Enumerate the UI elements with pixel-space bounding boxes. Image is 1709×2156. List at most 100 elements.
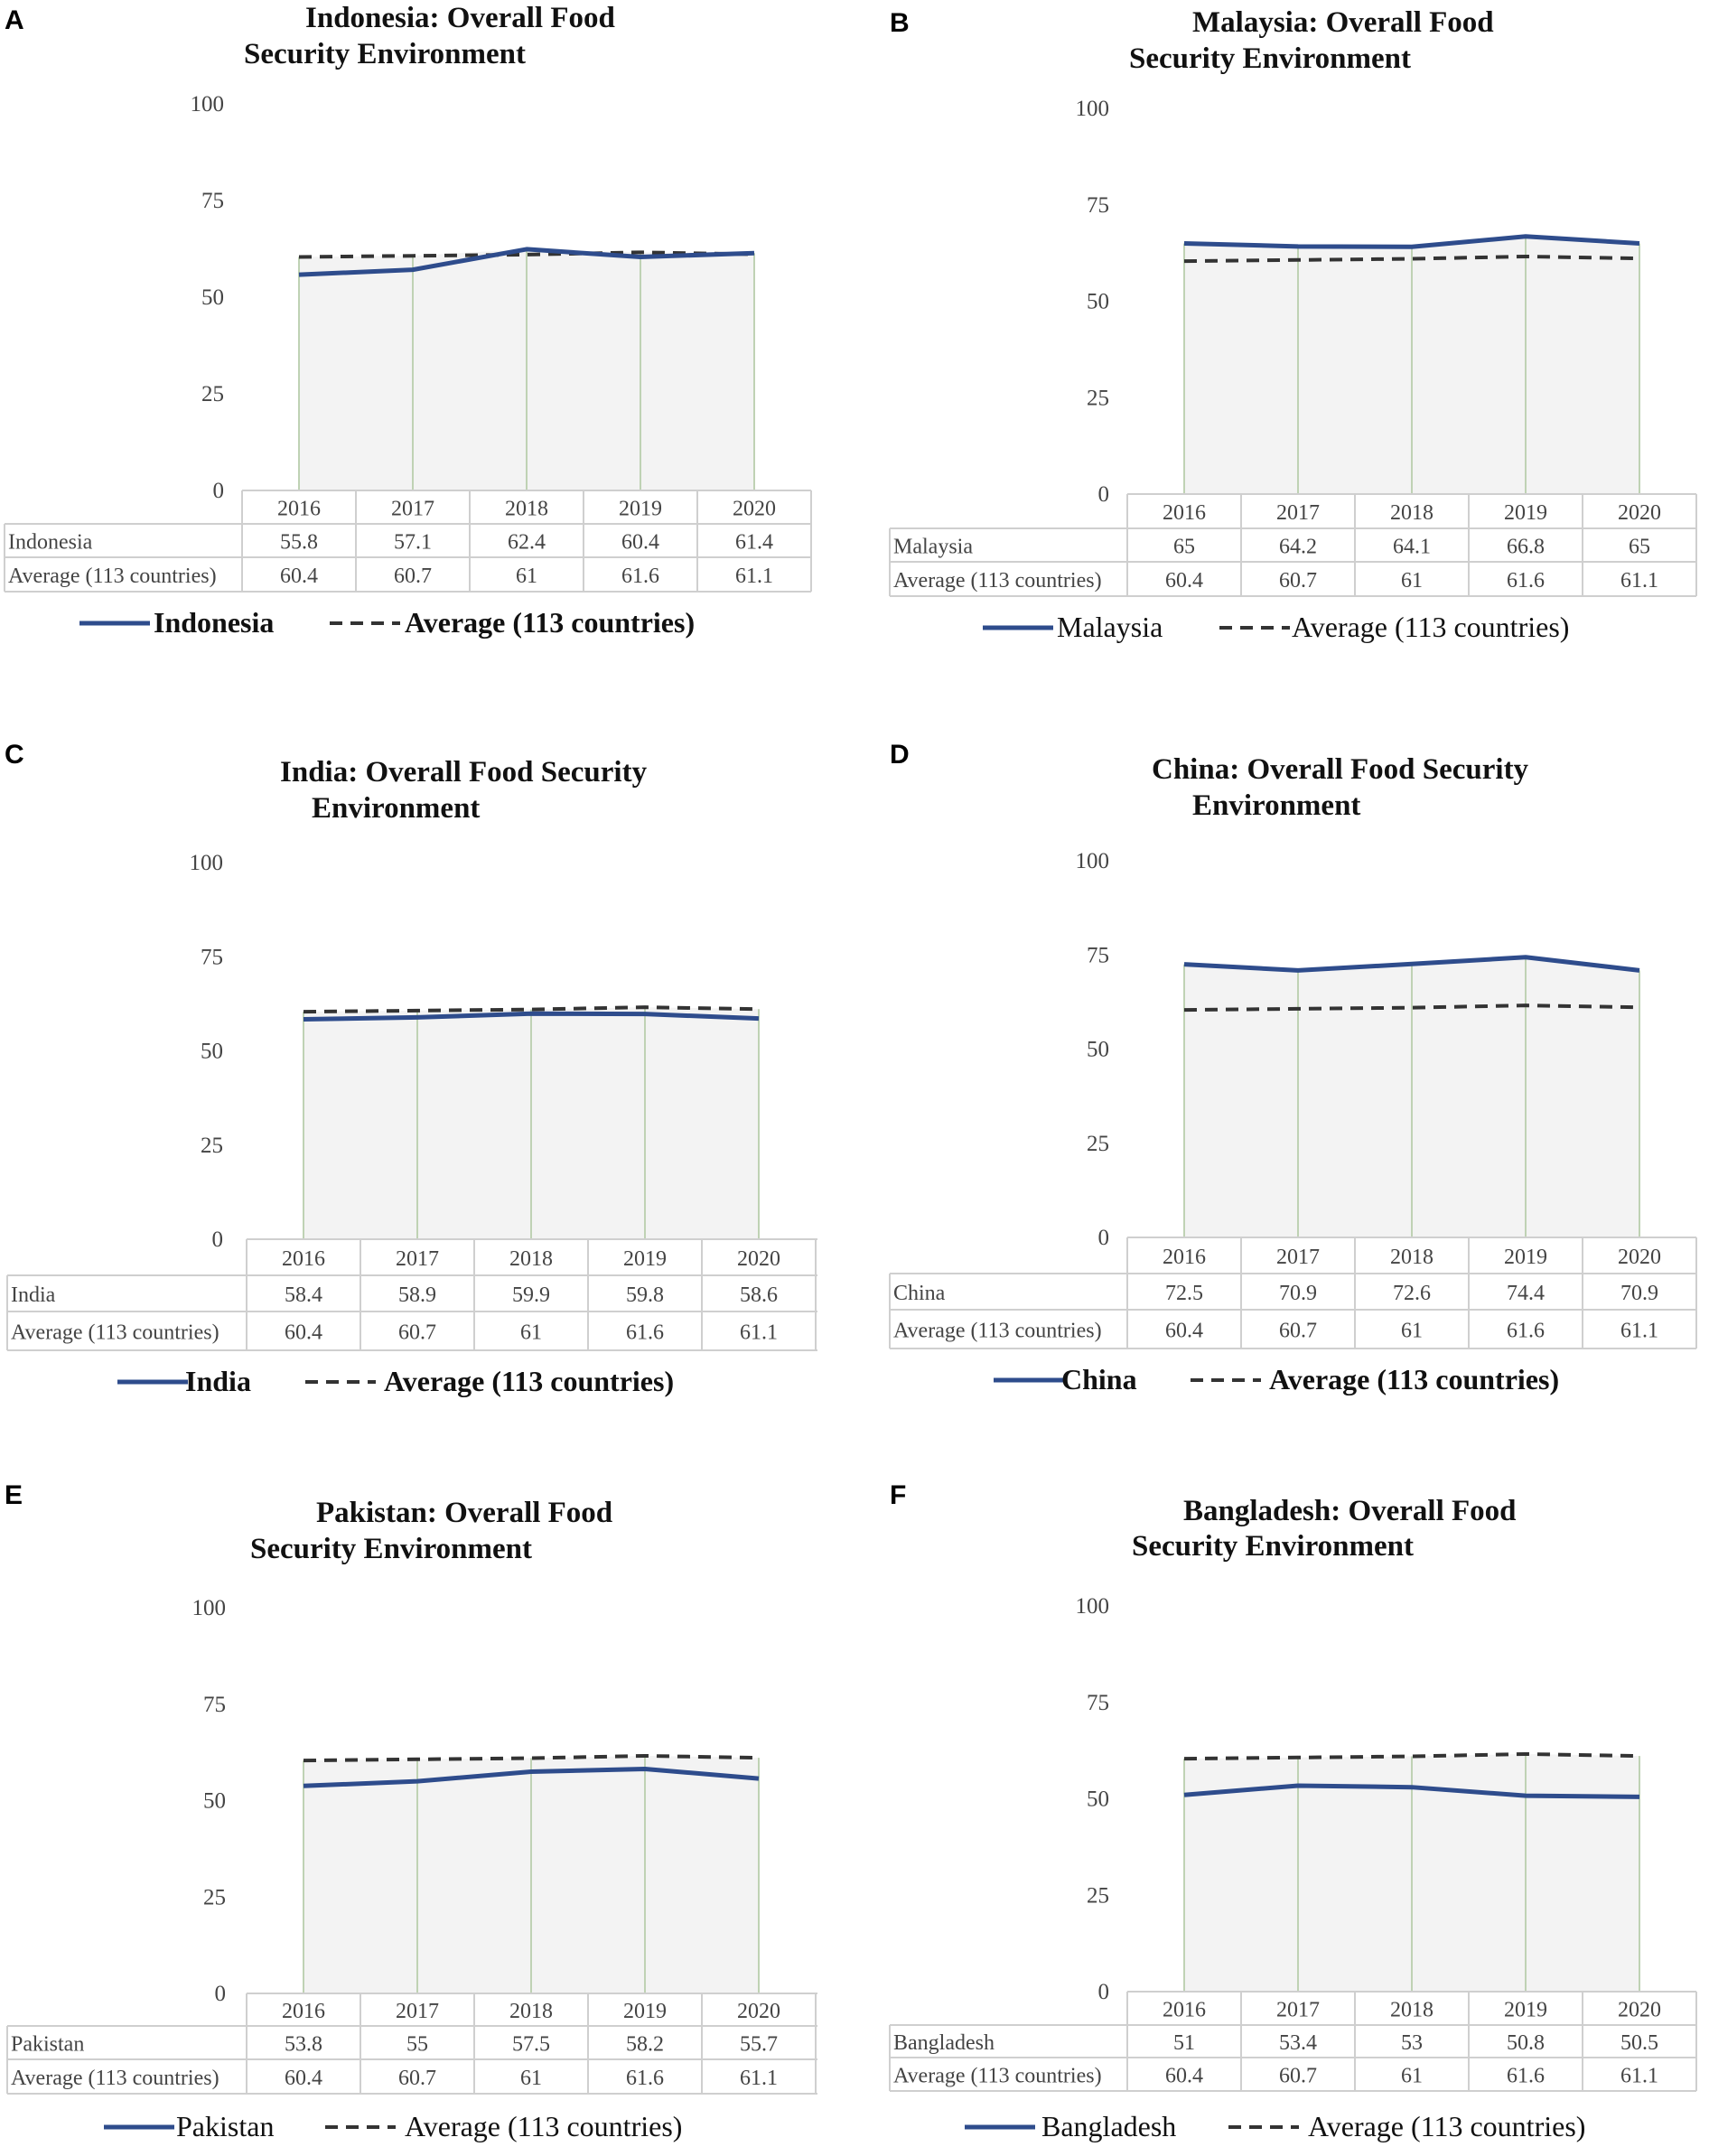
chart-title-line: Pakistan: Overall Food <box>316 1497 612 1529</box>
data-label: 65 <box>1173 536 1195 559</box>
y-tick-label: 50 <box>1087 290 1109 314</box>
y-tick-label: 0 <box>1098 482 1110 507</box>
y-tick-label: 50 <box>1087 1038 1109 1062</box>
data-label: 60.4 <box>1165 2065 1203 2088</box>
data-label: 60.4 <box>621 531 659 555</box>
chart-title-line: China: Overall Food Security <box>1152 753 1529 786</box>
data-label: 61.1 <box>735 565 773 588</box>
x-tick-label: 2017 <box>1276 501 1320 525</box>
panel-letter: B <box>890 8 910 38</box>
legend: India Average (113 countries) <box>117 1365 674 1397</box>
x-tick-label: 2019 <box>623 2000 667 2023</box>
data-label: 70.9 <box>1620 1282 1658 1305</box>
x-tick-label: 2016 <box>1163 1246 1206 1269</box>
data-label: 59.8 <box>626 1283 664 1307</box>
legend-label-average: Average (113 countries) <box>405 606 695 639</box>
data-label: 55.7 <box>740 2033 778 2057</box>
data-label: 61.1 <box>740 2067 778 2090</box>
legend-label-country: Malaysia <box>1057 611 1163 643</box>
y-tick-label: 0 <box>215 1982 227 2006</box>
data-table: 2016 2017 2018 2019 2020 Malaysia 65 64.2 64.1 66… <box>889 493 1697 597</box>
table-row-head: Indonesia <box>8 531 93 555</box>
table-row-head: Average (113 countries) <box>8 565 217 588</box>
legend-label-country: India <box>185 1365 251 1397</box>
y-tick-label: 25 <box>1087 1883 1109 1908</box>
panel-letter: E <box>5 1480 23 1510</box>
y-tick-label: 75 <box>203 1693 226 1717</box>
panel-letter: D <box>890 740 910 770</box>
x-tick-label: 2016 <box>282 2000 325 2023</box>
data-label: 53.8 <box>285 2033 322 2057</box>
y-tick-label: 75 <box>201 945 223 969</box>
panel-c: C India: Overall Food SecurityEnvironment… <box>5 740 817 1397</box>
x-tick-label: 2019 <box>623 1247 667 1271</box>
x-tick-label: 2019 <box>1504 1999 1547 2022</box>
legend-label-average: Average (113 countries) <box>1269 1363 1559 1395</box>
chart-title-line: Security Environment <box>1132 1530 1414 1563</box>
data-label: 51 <box>1173 2031 1195 2055</box>
x-tick-label: 2020 <box>737 2000 780 2023</box>
data-label: 61 <box>516 565 537 588</box>
y-tick-label: 50 <box>203 1789 226 1814</box>
y-tick-label: 100 <box>190 851 224 875</box>
data-label: 58.2 <box>626 2033 664 2057</box>
series-line-country <box>1183 234 1640 249</box>
data-label: 72.5 <box>1165 1282 1203 1305</box>
x-tick-label: 2018 <box>509 1247 553 1271</box>
data-label: 61.6 <box>1507 2065 1545 2088</box>
series-line-average <box>1183 1003 1640 1013</box>
x-tick-label: 2018 <box>1390 1246 1434 1269</box>
data-label: 53.4 <box>1279 2031 1317 2055</box>
chart-title-line: Bangladesh: Overall Food <box>1183 1495 1517 1527</box>
data-label: 59.9 <box>512 1283 550 1307</box>
legend-label-average: Average (113 countries) <box>1308 2110 1585 2142</box>
data-label: 60.4 <box>285 2067 322 2090</box>
data-label: 60.4 <box>1165 569 1203 593</box>
x-tick-label: 2016 <box>277 498 321 521</box>
data-label: 62.4 <box>508 531 546 555</box>
chart-title-line: Security Environment <box>250 1533 532 1565</box>
data-label: 61.4 <box>735 531 773 555</box>
data-label: 65 <box>1629 536 1650 559</box>
table-row-head: Pakistan <box>11 2033 84 2057</box>
y-tick-label: 50 <box>201 285 224 310</box>
data-label: 66.8 <box>1507 536 1545 559</box>
y-tick-label: 100 <box>191 92 225 117</box>
data-label: 60.7 <box>394 565 432 588</box>
data-label: 53 <box>1401 2031 1423 2055</box>
table-row-head: Average (113 countries) <box>893 1320 1102 1343</box>
legend-label-country: Bangladesh <box>1041 2110 1176 2142</box>
data-label: 57.1 <box>394 531 432 555</box>
data-label: 61.6 <box>1507 569 1545 593</box>
data-label: 61 <box>1401 1320 1423 1343</box>
chart-title-line: Malaysia: Overall Food <box>1192 6 1494 39</box>
data-table: 2016 2017 2018 2019 2020 Pakistan 53.8 55 57.5 58… <box>6 1993 817 2095</box>
y-tick-label: 75 <box>1087 943 1109 967</box>
data-label: 61 <box>520 1321 542 1345</box>
panel-letter: A <box>5 5 24 35</box>
data-label: 50.8 <box>1507 2031 1545 2055</box>
y-tick-label: 100 <box>192 1596 227 1620</box>
data-table: 2016 2017 2018 2019 2020 China 72.5 70.9 72.6 74.… <box>889 1237 1697 1349</box>
y-tick-label: 50 <box>201 1040 223 1064</box>
y-tick-label: 25 <box>201 1134 223 1158</box>
legend-label-country: Indonesia <box>154 606 274 639</box>
data-label: 70.9 <box>1279 1282 1317 1305</box>
legend-label-average: Average (113 countries) <box>1292 611 1569 643</box>
data-label: 74.4 <box>1507 1282 1545 1305</box>
data-label: 58.6 <box>740 1283 778 1307</box>
y-tick-label: 50 <box>1087 1787 1109 1812</box>
x-tick-label: 2018 <box>1390 1999 1434 2022</box>
table-row-head: Average (113 countries) <box>11 1321 219 1345</box>
x-tick-label: 2020 <box>733 498 776 521</box>
y-tick-label: 75 <box>201 189 224 213</box>
panel-d: D China: Overall Food SecurityEnvironment… <box>889 740 1697 1395</box>
legend-label-average: Average (113 countries) <box>405 2110 682 2142</box>
data-label: 55.8 <box>280 531 318 555</box>
panel-letter: C <box>5 740 24 770</box>
table-row-head: Malaysia <box>893 536 973 559</box>
data-table: 2016 2017 2018 2019 2020 Indonesia 55.8 57.1 62.… <box>4 490 812 593</box>
table-row-head: Average (113 countries) <box>893 2065 1102 2088</box>
